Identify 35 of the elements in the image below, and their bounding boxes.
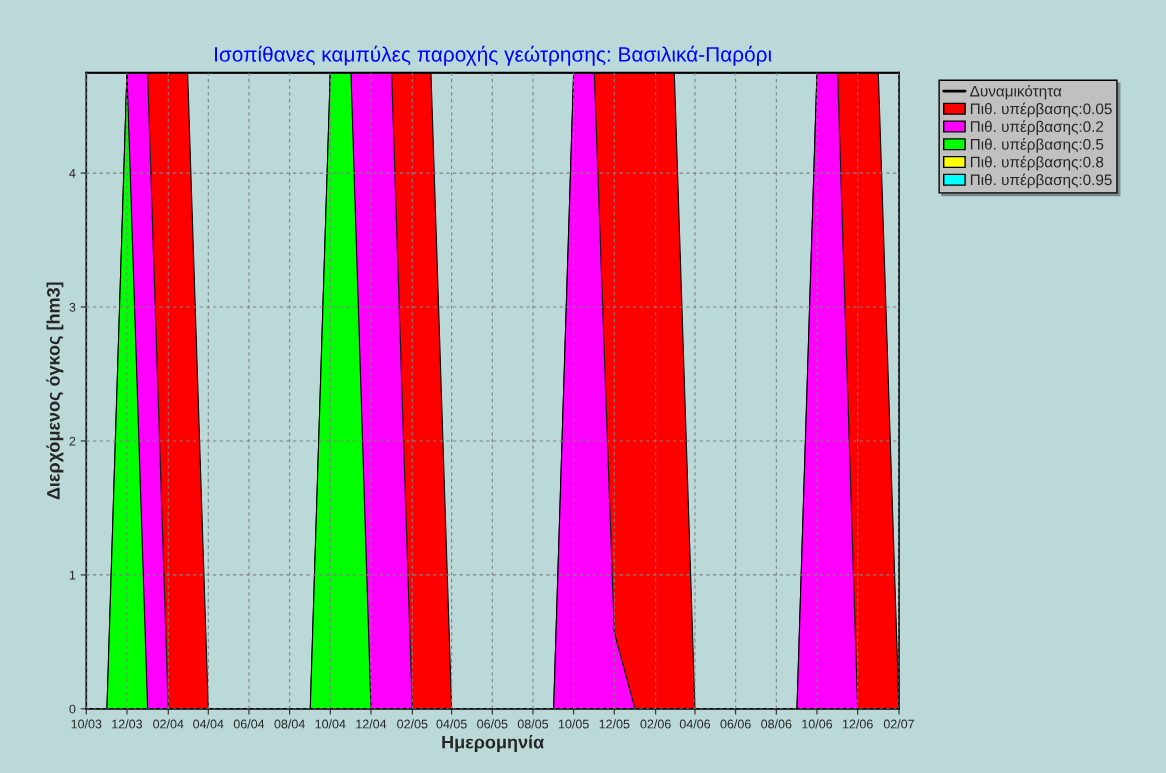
x-tick-label: 06/04 bbox=[233, 719, 265, 729]
y-tick-label: 4 bbox=[69, 169, 76, 178]
x-tick-label: 12/05 bbox=[599, 719, 630, 729]
x-tick-label: 02/07 bbox=[883, 719, 914, 729]
x-tick-label: 06/06 bbox=[720, 719, 751, 729]
x-tick-label: 04/06 bbox=[679, 719, 711, 729]
x-tick-label: 02/05 bbox=[397, 719, 428, 729]
x-tick-label: 08/06 bbox=[761, 719, 792, 729]
x-tick-label: 04/04 bbox=[193, 719, 224, 729]
legend-label: Δυναμικότητα bbox=[970, 84, 1062, 100]
legend-label: Πιθ. υπέρβασης:0.8 bbox=[970, 155, 1104, 171]
legend-label: Πιθ. υπέρβασης:0.5 bbox=[970, 138, 1104, 153]
x-tick-label: 10/06 bbox=[802, 719, 833, 729]
chart-title: Ισοπίθανες καμπύλες παροχής γεώτρησης: Βασιλικά-Παρόρι bbox=[215, 45, 772, 66]
y-tick-label: 2 bbox=[69, 436, 76, 446]
x-tick-label: 12/06 bbox=[842, 719, 873, 729]
x-tick-label: 08/05 bbox=[517, 719, 549, 729]
x-tick-label: 02/06 bbox=[640, 719, 671, 729]
x-axis-title: Ημερομηνία bbox=[442, 735, 544, 753]
x-tick-label: 10/04 bbox=[315, 719, 346, 729]
x-tick-label: 08/04 bbox=[274, 719, 305, 729]
y-tick-label: 1 bbox=[69, 570, 76, 580]
x-tick-label: 04/05 bbox=[436, 719, 467, 729]
legend-label: Πιθ. υπέρβασης:0.95 bbox=[970, 173, 1112, 189]
x-tick-label: 06/05 bbox=[477, 719, 508, 729]
x-tick-label: 12/04 bbox=[356, 719, 387, 729]
legend-label: Πιθ. υπέρβασης:0.2 bbox=[970, 120, 1104, 136]
x-tick-label: 12/03 bbox=[112, 719, 143, 729]
y-axis-title: Διερχόμενος όγκος [hm3] bbox=[46, 282, 64, 500]
x-tick-label: 02/04 bbox=[153, 719, 184, 729]
x-tick-label: 10/03 bbox=[71, 719, 102, 729]
legend-label: Πιθ. υπέρβασης:0.05 bbox=[970, 102, 1112, 118]
y-tick-label: 3 bbox=[69, 302, 76, 312]
y-tick-label: 0 bbox=[69, 704, 76, 714]
x-tick-label: 10/05 bbox=[558, 719, 589, 729]
